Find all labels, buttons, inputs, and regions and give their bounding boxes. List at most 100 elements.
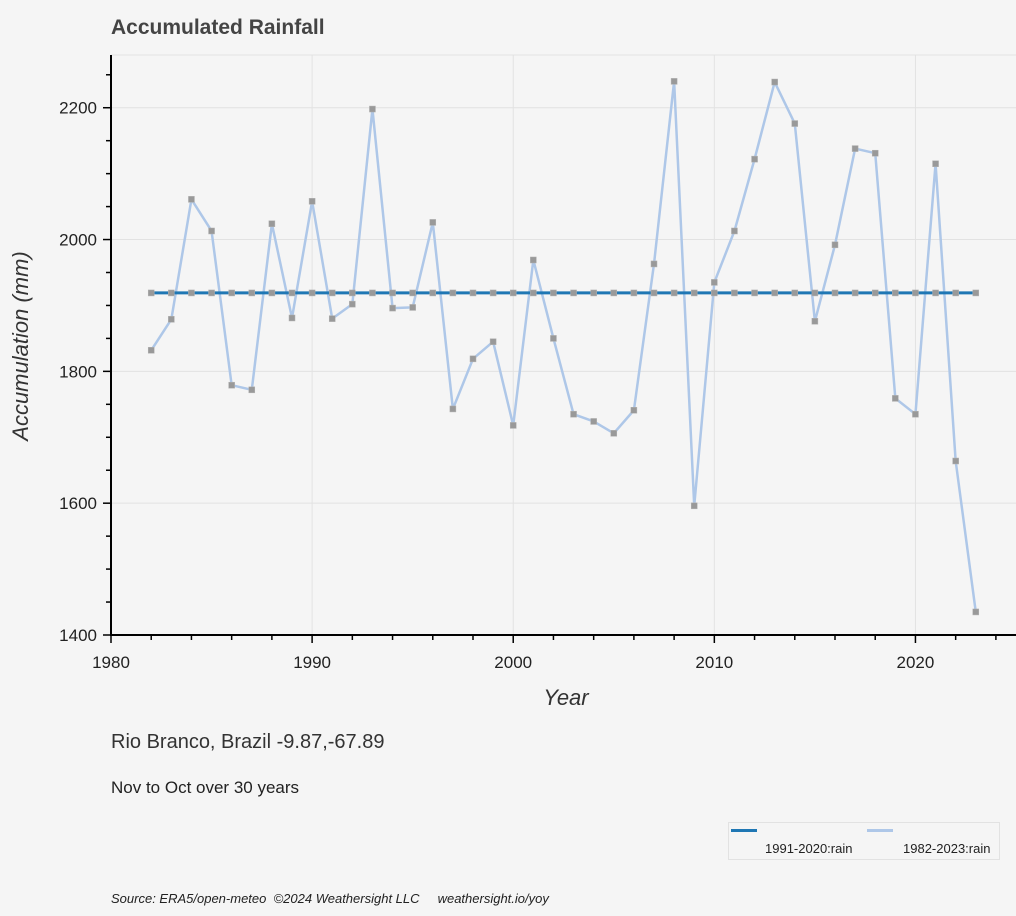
data-point-1-2023	[972, 608, 980, 616]
data-point-1-2001	[530, 256, 537, 264]
y-tick-label-1400: 1400	[59, 626, 97, 645]
gridlines	[111, 54, 1016, 635]
data-point-1-2000	[509, 422, 517, 429]
data-point-1-2017	[851, 145, 859, 152]
data-point-1-2018	[871, 149, 879, 157]
data-point-0-2020	[912, 289, 919, 297]
data-point-0-2007	[650, 289, 658, 297]
location-caption: Rio Branco, Brazil -9.87,-67.89	[111, 731, 385, 753]
data-point-0-2011	[731, 289, 738, 297]
data-point-1-1989	[288, 314, 296, 322]
data-point-1-2007	[650, 260, 658, 268]
data-point-0-2012	[751, 289, 758, 297]
data-point-0-2016	[831, 289, 839, 297]
data-point-0-1992	[349, 289, 356, 297]
data-point-1-2011	[731, 227, 738, 235]
y-tick-label-2200: 2200	[59, 99, 97, 118]
data-point-0-2019	[892, 289, 899, 297]
data-point-1-1983	[168, 316, 175, 323]
data-point-0-1998	[469, 289, 477, 297]
y-tick-label-1800: 1800	[59, 362, 97, 381]
data-point-0-1983	[168, 289, 175, 297]
data-point-0-1986	[228, 289, 235, 297]
data-point-0-2021	[932, 289, 939, 297]
legend-swatch-normal	[731, 829, 757, 832]
x-tick-label-2010: 2010	[695, 653, 733, 672]
data-point-0-2005	[610, 289, 618, 297]
data-point-1-1998	[469, 355, 477, 363]
data-point-0-2002	[550, 289, 557, 297]
data-point-0-2003	[570, 289, 577, 297]
data-point-0-1999	[489, 289, 497, 297]
data-point-1-1994	[389, 304, 396, 312]
data-point-0-1984	[188, 289, 195, 297]
data-point-1-2012	[751, 155, 758, 163]
data-markers	[147, 78, 980, 616]
data-point-0-2004	[590, 289, 597, 297]
data-point-0-2022	[952, 289, 959, 297]
data-point-1-2019	[892, 395, 899, 402]
data-point-1-2014	[791, 120, 799, 127]
data-point-1-1985	[208, 227, 215, 235]
chart-title: Accumulated Rainfall	[111, 16, 325, 39]
x-tick-label-1990: 1990	[293, 653, 331, 672]
data-point-0-2014	[791, 289, 799, 297]
data-point-1-2021	[932, 160, 939, 167]
data-point-1-2002	[550, 335, 557, 342]
data-point-0-1989	[288, 289, 296, 297]
data-point-0-2006	[630, 289, 638, 297]
data-point-0-2023	[972, 289, 980, 297]
data-point-0-1991	[328, 289, 336, 297]
legend-swatch-yearly	[867, 829, 893, 832]
data-point-0-1993	[369, 289, 376, 297]
data-point-0-2009	[690, 289, 698, 297]
tick-labels: 1400 1600 1800 2000 2200 1980 1990 2000 2010 2020	[59, 99, 934, 672]
data-point-1-2015	[811, 318, 819, 325]
data-point-1-1999	[489, 338, 497, 345]
legend-label-yearly: 1982-2023:rain	[903, 841, 991, 856]
data-point-1-1987	[248, 386, 256, 394]
data-point-0-2000	[509, 289, 517, 297]
data-point-1-1986	[228, 381, 235, 389]
data-point-0-2008	[670, 289, 678, 297]
data-point-1-1984	[188, 196, 195, 203]
data-point-1-2004	[590, 418, 597, 425]
data-point-0-2017	[851, 289, 859, 297]
legend-label-normal: 1991-2020:rain	[765, 841, 853, 856]
data-point-0-1995	[409, 289, 416, 297]
y-axis-label: Accumulation (mm)	[8, 251, 33, 442]
data-point-1-1997	[449, 405, 457, 413]
data-point-0-2001	[530, 289, 537, 297]
data-point-1-2005	[610, 430, 618, 437]
data-point-1-2003	[570, 410, 577, 418]
data-point-0-2018	[871, 289, 879, 297]
x-tick-label-1980: 1980	[92, 653, 130, 672]
data-point-0-1997	[449, 289, 457, 297]
source-note: Source: ERA5/open-meteo ©2024 Weathersig…	[111, 891, 549, 906]
data-point-0-2013	[771, 289, 778, 297]
data-point-0-2010	[711, 289, 718, 297]
x-tick-label-2020: 2020	[897, 653, 935, 672]
data-point-1-2010	[711, 279, 718, 286]
data-point-1-2016	[831, 241, 839, 249]
data-point-0-1985	[208, 289, 215, 297]
data-point-0-1996	[429, 289, 437, 297]
data-point-1-2006	[630, 407, 638, 414]
data-point-1-1991	[328, 315, 336, 322]
legend: 1991-2020:rain 1982-2023:rain	[728, 822, 1000, 860]
x-tick-label-2000: 2000	[494, 653, 532, 672]
data-point-1-1996	[429, 219, 437, 226]
data-point-1-2008	[670, 78, 678, 85]
data-point-0-1988	[268, 289, 276, 297]
data-point-1-2020	[912, 410, 919, 418]
data-point-1-1988	[268, 220, 276, 227]
series-line-1	[150, 80, 978, 613]
period-caption: Nov to Oct over 30 years	[111, 778, 300, 797]
data-point-1-1993	[369, 105, 376, 113]
data-point-1-1982	[147, 347, 155, 354]
data-point-0-1990	[308, 289, 316, 297]
y-tick-label-2000: 2000	[59, 231, 97, 250]
data-point-1-2022	[952, 457, 959, 465]
data-point-1-1990	[308, 198, 316, 205]
